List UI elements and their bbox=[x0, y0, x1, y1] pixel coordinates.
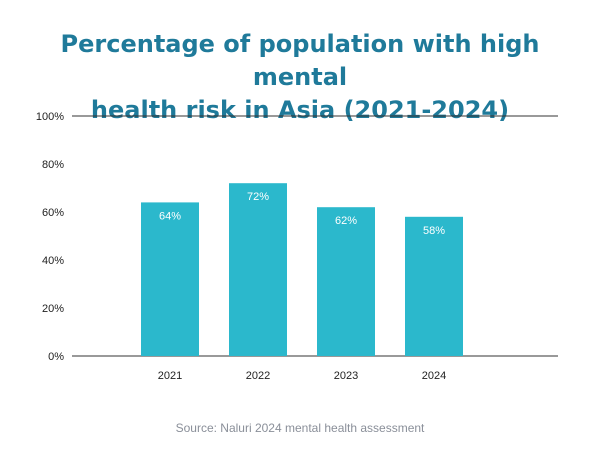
bar-data-label: 58% bbox=[423, 225, 445, 237]
y-tick-label: 20% bbox=[42, 303, 64, 315]
y-tick-label: 60% bbox=[42, 207, 64, 219]
bar-2022 bbox=[229, 183, 287, 356]
x-tick-label: 2022 bbox=[246, 370, 270, 382]
y-tick-label: 80% bbox=[42, 159, 64, 171]
y-tick-label: 40% bbox=[42, 255, 64, 267]
chart-title-line-1: Percentage of population with high menta… bbox=[60, 30, 540, 91]
source-note: Source: Naluri 2024 mental health assess… bbox=[175, 421, 425, 435]
x-tick-label: 2023 bbox=[334, 370, 358, 382]
y-tick-label: 100% bbox=[36, 111, 64, 123]
bar-data-label: 72% bbox=[247, 191, 269, 203]
chart-title-line-2: health risk in Asia (2021-2024) bbox=[90, 96, 510, 124]
chart-title: Percentage of population with high menta… bbox=[20, 28, 580, 127]
y-tick-label: 0% bbox=[48, 351, 64, 363]
bar-2024 bbox=[405, 216, 463, 356]
x-tick-label: 2024 bbox=[422, 370, 446, 382]
bar-data-label: 64% bbox=[159, 210, 181, 222]
bar-data-label: 62% bbox=[335, 215, 357, 227]
bar-2021 bbox=[141, 202, 199, 356]
bar-2023 bbox=[317, 207, 375, 356]
x-tick-label: 2021 bbox=[158, 370, 182, 382]
